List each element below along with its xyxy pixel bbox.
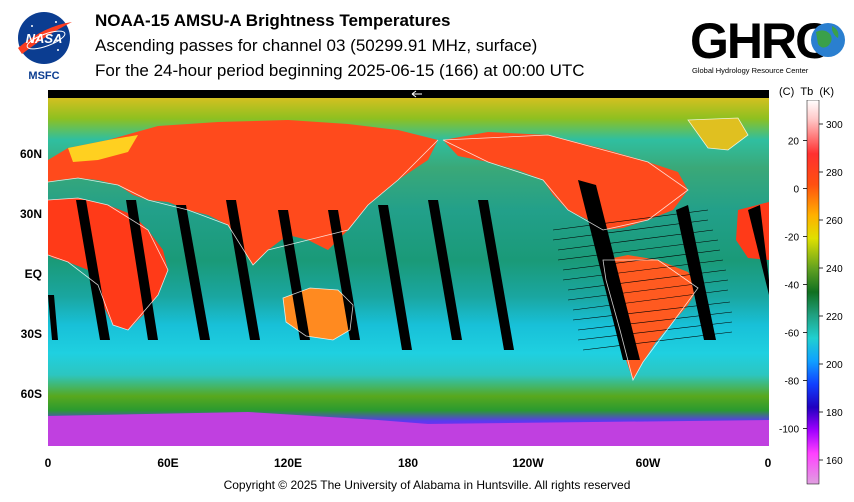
lon-label-60w: 60W bbox=[635, 456, 661, 470]
colorbar-units-celsius: (C) bbox=[779, 86, 795, 98]
swath-gap bbox=[126, 200, 158, 340]
lon-label-0: 0 bbox=[44, 456, 52, 470]
colorbar: 300280260240220200180160200-20-40-60-80-… bbox=[779, 100, 843, 485]
land-greenland bbox=[688, 118, 748, 150]
colorbar-tick-label: -20 bbox=[785, 232, 800, 243]
ghrc-logo: GHRC Global Hydrology Resource Center bbox=[690, 13, 845, 75]
colorbar-gradient bbox=[806, 100, 820, 485]
swath-gap bbox=[748, 205, 769, 295]
nasa-logo: NASA MSFC bbox=[18, 12, 72, 82]
swath-gap bbox=[478, 200, 514, 350]
colorbar-units-tb: Tb bbox=[800, 86, 814, 98]
colorbar-tick-label: 280 bbox=[826, 168, 843, 179]
colorbar-tick-label: -40 bbox=[785, 280, 800, 291]
ghrc-logo-text: GHRC bbox=[690, 13, 830, 69]
swath-gap bbox=[328, 210, 360, 340]
lat-label-30s: 30S bbox=[20, 327, 42, 341]
nasa-logo-text: NASA bbox=[26, 31, 63, 46]
colorbar-tick-label: 180 bbox=[826, 408, 843, 419]
colorbar-tick-label: -80 bbox=[785, 376, 800, 387]
lat-label-eq: EQ bbox=[24, 267, 42, 281]
swath-gap bbox=[278, 210, 310, 340]
colorbar-tick-label: 160 bbox=[826, 456, 843, 467]
colorbar-units: (C) Tb (K) bbox=[779, 86, 834, 98]
nasa-logo-vector bbox=[18, 22, 72, 54]
copyright-text: Copyright © 2025 The University of Alaba… bbox=[223, 478, 631, 492]
colorbar-tick-label: 200 bbox=[826, 360, 843, 371]
lon-label-120w: 120W bbox=[512, 456, 544, 470]
ghrc-logo-subtext: Global Hydrology Resource Center bbox=[692, 66, 809, 75]
lat-label-30n: 30N bbox=[19, 207, 42, 221]
nasa-logo-subtext: MSFC bbox=[28, 70, 59, 82]
colorbar-tick-label: 20 bbox=[788, 136, 800, 147]
colorbar-tick-label: 0 bbox=[793, 184, 799, 195]
lat-label-60s: 60S bbox=[20, 387, 42, 401]
swath-gap bbox=[676, 205, 716, 340]
colorbar-tick-label: 240 bbox=[826, 264, 843, 275]
map-title: NOAA-15 AMSU-A Brightness Temperatures bbox=[95, 11, 451, 30]
land-europe-patch bbox=[68, 135, 138, 162]
colorbar-tick-label: -60 bbox=[785, 328, 800, 339]
swath-gap bbox=[176, 205, 210, 340]
swath-scanlines bbox=[552, 209, 733, 351]
land-antarctica bbox=[48, 412, 769, 446]
swath-gap bbox=[48, 295, 58, 340]
lon-label-60e: 60E bbox=[157, 456, 179, 470]
coastline-outlines bbox=[48, 117, 749, 382]
lat-label-60n: 60N bbox=[19, 147, 42, 161]
map-subtitle: Ascending passes for channel 03 (50299.9… bbox=[95, 36, 538, 55]
lon-label-0-end: 0 bbox=[764, 456, 772, 470]
top-no-data-band bbox=[48, 90, 769, 98]
swath-gap bbox=[378, 205, 412, 350]
swath-gap bbox=[428, 200, 462, 340]
lon-label-120e: 120E bbox=[273, 456, 303, 470]
brightness-temperature-map bbox=[48, 90, 769, 446]
direction-arrow-icon bbox=[411, 90, 422, 98]
colorbar-tick-label: 300 bbox=[826, 120, 843, 131]
lon-label-180: 180 bbox=[397, 456, 419, 470]
map-period: For the 24-hour period beginning 2025-06… bbox=[95, 61, 585, 80]
colorbar-units-kelvin: (K) bbox=[819, 86, 835, 98]
colorbar-tick-label: 220 bbox=[826, 312, 843, 323]
colorbar-tick-label: 260 bbox=[826, 216, 843, 227]
colorbar-tick-label: -100 bbox=[779, 424, 799, 435]
swath-gap bbox=[76, 200, 110, 340]
